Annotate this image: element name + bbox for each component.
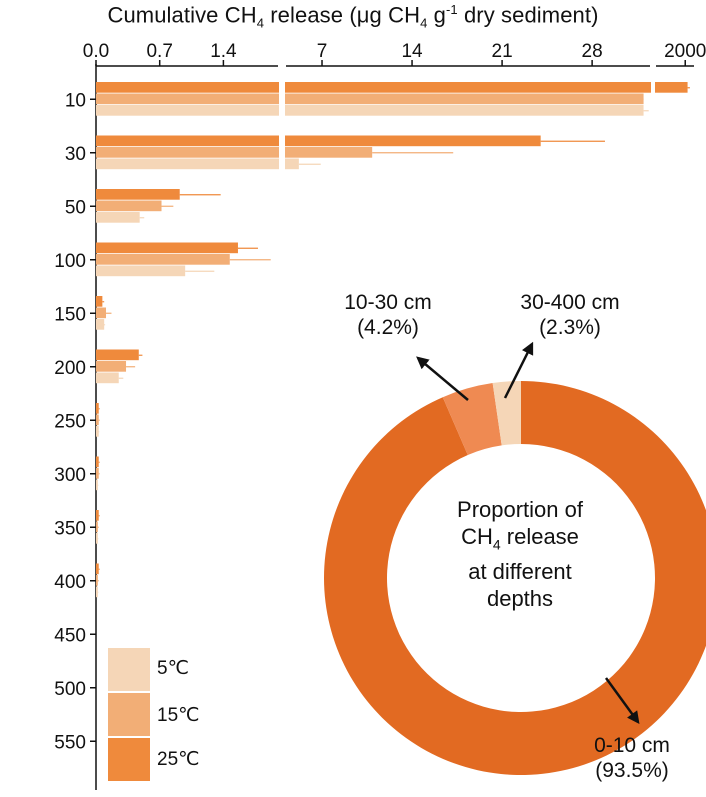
bar — [96, 479, 98, 491]
bar — [96, 82, 688, 93]
pie-label-30-400-percent: (2.3%) — [539, 316, 601, 339]
bar — [96, 403, 99, 414]
bar — [96, 563, 99, 575]
pie-label-0-10-percent: (93.5%) — [595, 759, 669, 782]
bar — [96, 372, 119, 384]
x-tick-label: 28 — [582, 41, 603, 62]
legend-label-25c: 25℃ — [157, 749, 200, 770]
bar — [96, 147, 373, 158]
x-tick-label: 14 — [401, 41, 423, 62]
legend-label-5c: 5℃ — [157, 658, 189, 679]
chart-title: Cumulative CH4 release (μg CH4 g-1 dry s… — [107, 2, 599, 31]
bar — [96, 254, 230, 265]
legend-swatch-15c — [108, 693, 150, 736]
arrow-10-30 — [416, 356, 469, 401]
bar — [96, 586, 98, 598]
y-tick-label: 150 — [54, 304, 86, 325]
bar — [96, 468, 99, 479]
y-tick-label: 50 — [65, 197, 86, 218]
legend-swatch-25c — [108, 738, 150, 781]
legend-label-15c: 15℃ — [157, 705, 200, 726]
y-tick-label: 450 — [54, 625, 86, 646]
bar — [96, 265, 186, 277]
arrow-0-10 — [604, 677, 640, 725]
bar — [96, 296, 103, 307]
y-tick-label: 500 — [54, 679, 86, 700]
donut-center-line3: at different — [468, 559, 572, 585]
bar — [96, 456, 99, 468]
bar — [96, 349, 139, 361]
x-tick-label: 21 — [492, 41, 513, 62]
bar — [96, 521, 98, 533]
bar — [96, 575, 98, 586]
bar — [96, 510, 99, 521]
donut-center-line2: CH4 release — [461, 524, 579, 553]
bar — [96, 135, 541, 147]
bar — [96, 533, 98, 544]
y-tick-label: 10 — [65, 90, 86, 111]
donut-center-label: Proportion of CH4 release at different d… — [420, 496, 620, 612]
donut-slice-1 — [442, 383, 502, 456]
y-tick-label: 250 — [54, 411, 86, 432]
bar — [96, 212, 140, 223]
donut-center-line1: Proportion of — [457, 497, 583, 522]
x-tick-label: 0.0 — [83, 41, 109, 62]
bar — [96, 361, 127, 372]
y-tick-label: 200 — [54, 358, 86, 379]
x-tick-label: 1.4 — [210, 41, 237, 62]
donut-slice-2 — [492, 381, 521, 446]
bar — [96, 307, 107, 319]
x-tick-label: 7 — [317, 41, 328, 62]
bar — [96, 158, 299, 170]
bar — [96, 200, 162, 212]
bar — [96, 319, 105, 330]
arrow-30-400 — [503, 341, 534, 399]
donut-slice-0 — [324, 381, 706, 775]
pie-label-30-400: 30-400 cm (2.3%) — [500, 290, 640, 340]
x-tick-label: 2000 — [664, 41, 706, 62]
axis-break-1 — [651, 60, 655, 200]
pie-label-10-30: 10-30 cm (4.2%) — [328, 290, 448, 340]
legend-swatch-5c — [108, 648, 150, 691]
bar — [96, 414, 99, 426]
bar — [96, 189, 180, 200]
y-tick-label: 100 — [54, 251, 86, 272]
bar — [96, 242, 238, 254]
y-tick-label: 30 — [65, 144, 86, 165]
pie-label-0-10-name: 0-10 cm — [594, 734, 670, 757]
bar — [96, 93, 644, 105]
axis-break-0 — [279, 60, 285, 200]
pie-label-10-30-percent: (4.2%) — [357, 316, 419, 339]
pie-label-0-10: 0-10 cm (93.5%) — [572, 733, 692, 783]
y-tick-label: 550 — [54, 732, 86, 753]
bar — [96, 105, 644, 116]
bar — [96, 426, 99, 437]
pie-label-30-400-name: 30-400 cm — [520, 291, 620, 314]
pie-label-10-30-name: 10-30 cm — [344, 291, 432, 314]
y-tick-label: 400 — [54, 572, 86, 593]
x-tick-label: 0.7 — [146, 41, 172, 62]
donut-center-line4: depths — [486, 586, 554, 612]
y-tick-label: 350 — [54, 518, 86, 539]
y-tick-label: 300 — [54, 465, 86, 486]
